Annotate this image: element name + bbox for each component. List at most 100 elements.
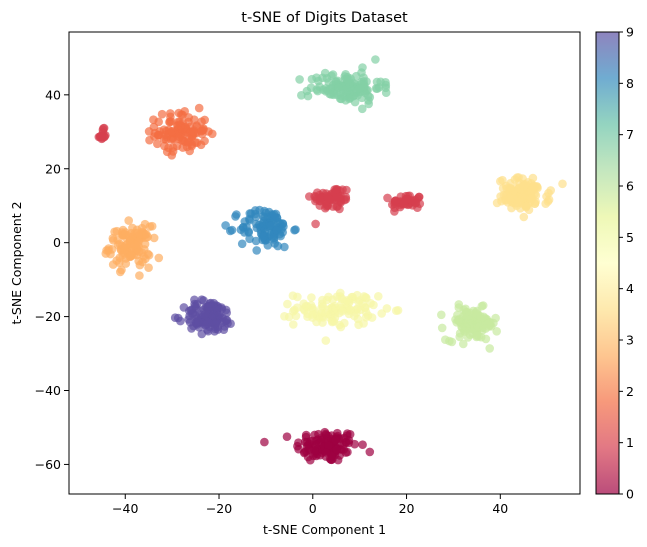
scatter-point-digit-9 [203, 317, 213, 327]
y-tick-label: 40 [45, 87, 61, 102]
scatter-point-digit-5 [369, 300, 378, 310]
plot-area-frame [68, 31, 581, 495]
scatter-point-digit-5 [289, 320, 298, 329]
colorbar-tick-label: 4 [626, 281, 634, 296]
scatter-point-digit-9 [210, 319, 220, 328]
scatter-point-digit-8 [273, 241, 283, 251]
scatter-point-digit-5 [346, 305, 355, 315]
scatter-point-digit-8 [252, 223, 262, 233]
scatter-point-digit-8 [251, 209, 260, 219]
scatter-point-digit-7 [374, 83, 384, 92]
scatter-point-digit-2 [167, 127, 177, 137]
scatter-point-digit-2 [176, 121, 185, 130]
scatter-point-digit-2 [182, 142, 192, 152]
scatter-point-digit-7 [355, 84, 365, 93]
scatter-point-digit-6 [452, 318, 462, 327]
scatter-point-digit-5 [392, 306, 401, 316]
scatter-point-digit-2 [204, 127, 213, 136]
scatter-point-digit-4 [502, 184, 512, 193]
scatter-point-digit-7 [337, 94, 346, 104]
scatter-point-digit-9 [222, 308, 231, 318]
x-tick-label: −40 [112, 501, 138, 516]
scatter-point-digit-6 [462, 323, 471, 333]
scatter-point-digit-0 [321, 448, 331, 457]
scatter-point-digit-0 [301, 430, 311, 440]
scatter-point-digit-3 [115, 258, 124, 268]
scatter-point-digit-0 [306, 455, 315, 465]
scatter-point-digit-6 [437, 310, 446, 320]
scatter-point-digit-2 [160, 141, 169, 151]
scatter-point-digit-8 [270, 213, 280, 223]
scatter-point-digit-8 [280, 242, 289, 252]
scatter-point-digit-5 [283, 299, 292, 309]
scatter-point-digit-8 [231, 212, 240, 221]
scatter-point-digit-0 [365, 447, 375, 457]
scatter-point-digit-7 [314, 76, 323, 86]
scatter-point-digit-1 [324, 194, 334, 204]
scatter-point-digit-7 [345, 94, 354, 104]
scatter-point-digit-1 [321, 203, 330, 213]
scatter-point-digit-5 [321, 336, 331, 345]
x-tick-label: 20 [399, 501, 415, 516]
scatter-point-digit-0 [358, 440, 367, 450]
colorbar-tick-label: 1 [626, 435, 634, 450]
scatter-point-digit-2 [194, 103, 204, 113]
scatter-point-digit-2 [166, 109, 175, 118]
scatter-point-digit-6 [472, 331, 482, 340]
scatter-point-digit-7 [321, 84, 330, 93]
scatter-point-digit-9 [170, 313, 180, 323]
scatter-point-digit-3 [125, 236, 135, 245]
scatter-point-digit-2 [153, 139, 162, 149]
scatter-point-digit-8 [226, 226, 235, 236]
scatter-point-digit-3 [113, 240, 123, 250]
scatter-point-digit-2 [165, 117, 175, 126]
scatter-point-digit-4 [503, 198, 513, 207]
scatter-point-digit-7 [334, 83, 343, 93]
scatter-point-digit-8 [245, 234, 254, 244]
scatter-point-digit-6 [481, 334, 491, 344]
scatter-point-digit-0 [304, 444, 313, 454]
scatter-point-digit-6 [473, 310, 483, 319]
scatter-point-digit-5 [374, 292, 383, 301]
scatter-point-digit-4 [516, 196, 525, 206]
scatter-point-digit-6 [489, 318, 498, 328]
colorbar-tick-label: 2 [626, 384, 634, 399]
y-axis: −60 −40 −20 0 20 40 [35, 87, 69, 472]
scatter-point-digit-0 [282, 432, 292, 442]
scatter-point-digit-5 [354, 320, 363, 330]
scatter-point-digit-2 [180, 107, 189, 116]
scatter-point-digit-2 [197, 126, 206, 136]
scatter-point-digit-1 [101, 131, 110, 140]
scatter-point-digit-1 [399, 199, 409, 209]
x-tick-label: 0 [309, 501, 317, 516]
scatter-point-digit-2 [144, 127, 154, 136]
scatter-point-digit-3 [124, 216, 133, 225]
scatter-point-digit-3 [128, 223, 137, 233]
y-tick-label: −20 [35, 309, 61, 324]
scatter-point-digit-1 [315, 190, 324, 200]
scatter-point-digit-6 [455, 329, 465, 338]
scatter-point-digit-2 [184, 113, 193, 122]
scatter-point-digit-5 [360, 303, 370, 312]
scatter-point-digit-5 [337, 294, 347, 304]
scatter-point-digit-3 [112, 226, 122, 236]
scatter-point-digit-1 [383, 193, 392, 203]
scatter-point-digit-4 [496, 177, 505, 186]
scatter-point-digit-2 [150, 132, 159, 141]
scatter-point-digit-8 [240, 228, 249, 237]
scatter-point-digit-5 [299, 299, 309, 309]
y-axis-label: t-SNE Component 2 [9, 201, 24, 324]
scatter-point-digit-3 [121, 230, 130, 240]
scatter-point-digit-7 [358, 104, 367, 114]
scatter-point-digit-7 [371, 55, 380, 64]
x-axis-label: t-SNE Component 1 [263, 522, 386, 537]
scatter-point-digit-1 [390, 207, 399, 216]
scatter-point-digit-6 [459, 339, 468, 349]
x-axis: −40 −20 0 20 40 [112, 494, 508, 516]
scatter-point-digit-7 [297, 91, 306, 100]
scatter-point-digit-2 [174, 134, 183, 143]
scatter-point-digit-3 [140, 219, 150, 229]
scatter-point-digit-0 [294, 444, 303, 454]
scatter-point-digit-5 [328, 295, 337, 305]
